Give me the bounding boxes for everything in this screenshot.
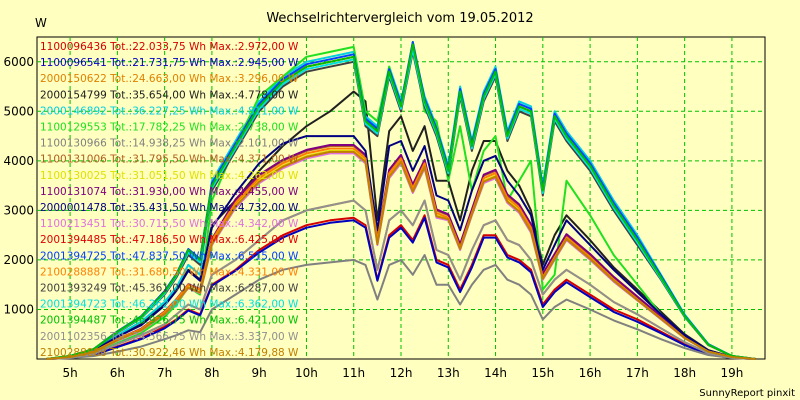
legend-entry: 1100131074 Tot.:31.930,00 Wh Max.:4.455,… [40, 186, 299, 198]
x-tick-label: 13h [437, 366, 460, 380]
x-tick-label: 7h [157, 366, 172, 380]
legend-entry: 1100129553 Tot.:17.782,25 Wh Max.:2.738,… [40, 122, 299, 134]
legend-entry: 1100096541 Tot.:21.731,75 Wh Max.:2.945,… [40, 57, 299, 69]
legend-entry: 2100288887 Tot.:31.680,50 Wh Max.:4.331,… [40, 266, 299, 278]
footer-credit: SunnyReport pinxit [699, 388, 795, 399]
y-tick-label: 1000 [3, 302, 34, 316]
series-line-1 [46, 216, 756, 360]
y-tick-label: 2000 [3, 253, 34, 267]
legend-entry: 2000001478 Tot.:35.431,50 Wh Max.:4.732,… [40, 202, 299, 214]
legend-entry: 1100130966 Tot.:14.938,25 Wh Max.:2.101,… [40, 138, 299, 150]
y-axis-unit-label: W [35, 16, 47, 30]
x-tick-label: 10h [295, 366, 318, 380]
x-tick-label: 19h [720, 366, 743, 380]
x-tick-label: 17h [626, 366, 649, 380]
legend-entry: 2001394723 Tot.:46.262,00 Wh Max.:6.362,… [40, 299, 299, 311]
legend-entry: 1100096436 Tot.:22.033,75 Wh Max.:2.972,… [40, 41, 299, 53]
y-tick-label: 4000 [3, 154, 34, 168]
legend-entry: 2100288888 Tot.:30.922,46 Wh Max.:4.179,… [40, 347, 299, 359]
x-tick-label: 5h [62, 366, 77, 380]
x-axis-tick-labels: 5h 6h 7h 8h 9h 10h 11h 12h 13h 14h 15h 16h 17h 18h 19h [62, 366, 743, 380]
legend-entry: 2000154799 Tot.:35.654,00 Wh Max.:4.778,… [40, 89, 299, 101]
legend-entry: 1100213451 Tot.:30.715,50 Wh Max.:4.342,… [40, 218, 299, 230]
series-line-17 [46, 43, 756, 360]
chart-title: Wechselrichtervergleich vom 19.05.2012 [266, 11, 533, 26]
legend-entry: 1100131006 Tot.:31.795,50 Wh Max.:4.371,… [40, 154, 299, 166]
legend-entry: 2001393249 Tot.:45.361,00 Wh Max.:6.287,… [40, 283, 299, 295]
y-tick-label: 5000 [3, 104, 34, 118]
series-line-18 [46, 199, 756, 360]
series-line-19 [46, 150, 756, 360]
series-line-10 [46, 135, 756, 360]
legend-entry: 2001394487 Tot.:46.926,75 Wh Max.:6.421,… [40, 315, 299, 327]
x-tick-label: 14h [484, 366, 507, 380]
x-tick-label: 6h [110, 366, 125, 380]
legend-entry: 2001102356 Tot.:24.566,75 Wh Max.:3.337,… [40, 331, 299, 343]
series-line-6 [46, 254, 756, 360]
legend-entry: 2000150622 Tot.:24.663,00 Wh Max.:3.296,… [40, 73, 299, 85]
legend-entry: 2001394725 Tot.:47.837,50 Wh Max.:6.515,… [40, 250, 299, 262]
legend-entry: 1100130025 Tot.:31.051,50 Wh Max.:4.262,… [40, 170, 299, 182]
series-line-14 [46, 147, 756, 360]
x-tick-label: 16h [579, 366, 602, 380]
x-tick-label: 8h [204, 366, 219, 380]
x-tick-label: 18h [673, 366, 696, 380]
x-tick-label: 12h [390, 366, 413, 380]
series-lines [46, 41, 756, 360]
y-tick-label: 3000 [3, 203, 34, 217]
y-axis-tick-labels: 1000 2000 3000 4000 5000 6000 [3, 55, 34, 317]
x-tick-label: 9h [252, 366, 267, 380]
legend: 1100096436 Tot.:22.033,75 Wh Max.:2.972,… [40, 41, 299, 359]
x-tick-label: 15h [531, 366, 554, 380]
legend-entry: 2001394485 Tot.:47.186,50 Wh Max.:6.425,… [40, 234, 299, 246]
y-tick-label: 6000 [3, 55, 34, 69]
legend-entry: 2000146892 Tot.:36.227,25 Wh Max.:4.811,… [40, 105, 299, 117]
x-tick-label: 11h [342, 366, 365, 380]
